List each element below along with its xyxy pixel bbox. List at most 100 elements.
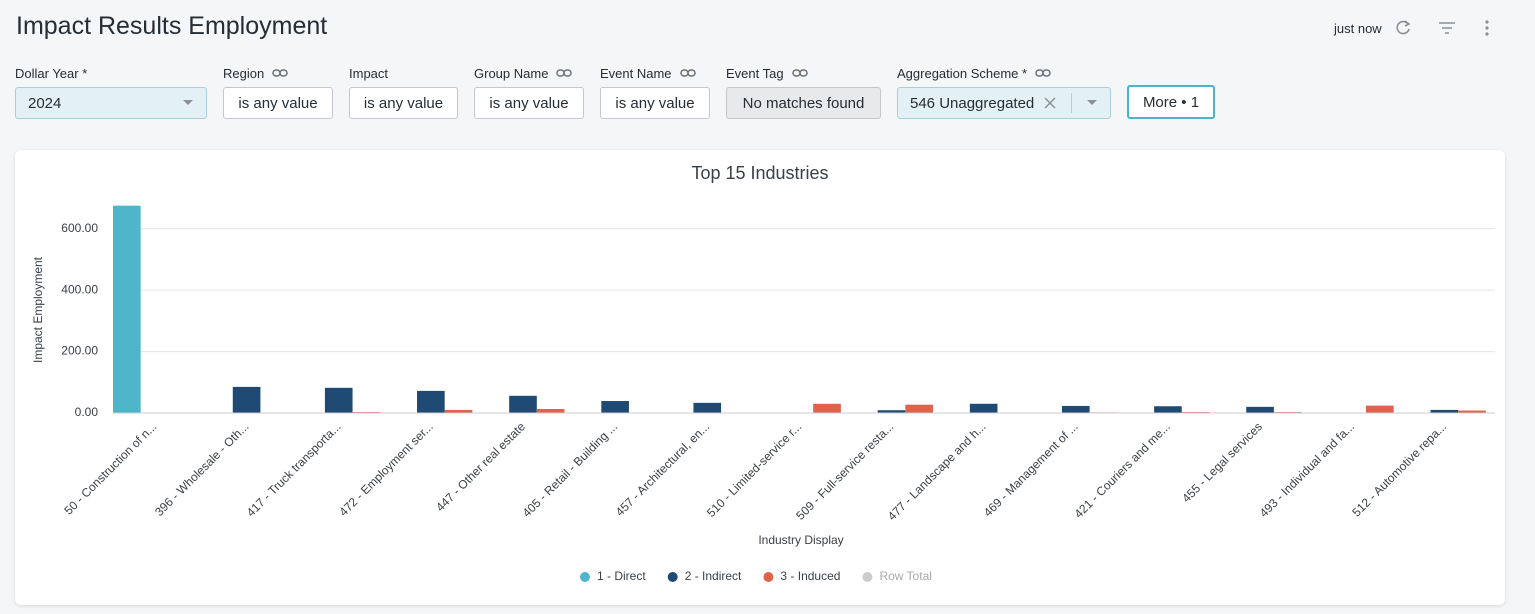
x-tick-label: 509 - Full-service resta... bbox=[793, 419, 896, 522]
filter-value: 2024 bbox=[28, 94, 62, 112]
link-icon bbox=[1035, 69, 1051, 77]
filter-input[interactable]: No matches found bbox=[726, 87, 881, 119]
filter-value: is any value bbox=[489, 94, 569, 112]
filter-label: Group Name bbox=[474, 64, 584, 82]
filter-label: Event Name bbox=[600, 64, 710, 82]
separator bbox=[1071, 93, 1072, 113]
filter-label: Aggregation Scheme * bbox=[897, 64, 1111, 82]
legend-label: 3 - Induced bbox=[780, 569, 840, 583]
legend-label: Row Total bbox=[879, 569, 931, 583]
filter: Region is any value bbox=[223, 64, 333, 119]
bar bbox=[905, 404, 933, 413]
bar bbox=[1430, 409, 1459, 413]
clear-icon[interactable] bbox=[1043, 96, 1057, 110]
bar bbox=[1366, 405, 1394, 413]
bar bbox=[877, 410, 906, 413]
filter-input[interactable]: 546 Unaggregated bbox=[897, 87, 1111, 119]
filter-input[interactable]: is any value bbox=[600, 87, 710, 119]
filter-value: 546 Unaggregated bbox=[910, 94, 1035, 112]
chart-title: Top 15 Industries bbox=[691, 163, 828, 183]
x-tick-label: 510 - Limited-service r... bbox=[704, 419, 804, 519]
filter-input[interactable]: is any value bbox=[474, 87, 584, 119]
x-tick-label: 396 - Wholesale - Oth... bbox=[152, 419, 252, 519]
bar bbox=[1061, 405, 1090, 413]
bar bbox=[1458, 410, 1486, 413]
more-button[interactable]: More • 1 bbox=[1127, 85, 1215, 119]
menu-icon[interactable] bbox=[1482, 18, 1492, 38]
y-axis-title: Impact Employment bbox=[31, 256, 45, 363]
filter-label-text: Event Tag bbox=[726, 65, 784, 81]
bar bbox=[444, 409, 473, 413]
filter-label: Event Tag bbox=[726, 64, 881, 82]
filter-label-text: Impact bbox=[349, 65, 389, 81]
legend-label: 2 - Indirect bbox=[685, 569, 742, 583]
chart: Top 15 Industries Impact Employment Indu… bbox=[31, 163, 1495, 583]
bar bbox=[113, 205, 141, 413]
x-axis-title: Industry Display bbox=[758, 533, 843, 547]
filter: Impact is any value bbox=[349, 64, 458, 119]
filter-label: Dollar Year * bbox=[15, 64, 207, 82]
bar bbox=[813, 403, 841, 413]
bar bbox=[601, 401, 629, 413]
page-title: Impact Results Employment bbox=[16, 12, 328, 40]
filter-value: is any value bbox=[615, 94, 695, 112]
filter-label-text: Dollar Year * bbox=[15, 65, 88, 81]
x-tick-label: 50 - Construction of n... bbox=[61, 419, 159, 517]
filter: Dollar Year * 2024 bbox=[15, 64, 207, 119]
x-tick-label: 405 - Retail - Building ... bbox=[520, 419, 620, 519]
x-tick-label: 457 - Architectural, en... bbox=[613, 419, 713, 519]
bar bbox=[1154, 406, 1182, 413]
dropdown-caret[interactable] bbox=[1086, 99, 1098, 107]
chart-card: Top 15 Industries Impact Employment Indu… bbox=[15, 150, 1505, 605]
updated-time: just now bbox=[1334, 21, 1382, 36]
legend-marker bbox=[667, 572, 678, 582]
filter-label-text: Aggregation Scheme * bbox=[897, 65, 1028, 81]
bar bbox=[969, 403, 998, 413]
x-tick-label: 477 - Landscape and h... bbox=[885, 419, 989, 523]
bar bbox=[417, 390, 445, 413]
legend-label: 1 - Direct bbox=[597, 569, 646, 583]
legend-marker bbox=[862, 572, 873, 582]
x-tick-label: 447 - Other real estate bbox=[433, 419, 528, 514]
filter-input[interactable]: is any value bbox=[223, 87, 333, 119]
filter-icon[interactable] bbox=[1438, 18, 1456, 38]
x-tick-label: 493 - Individual and fa... bbox=[1257, 419, 1357, 519]
filter: Aggregation Scheme * 546 Unaggregated bbox=[897, 64, 1111, 119]
filter-value: is any value bbox=[238, 94, 318, 112]
x-tick-label: 469 - Management of ... bbox=[981, 419, 1081, 519]
link-icon bbox=[791, 69, 808, 77]
x-tick-label: 472 - Employment ser... bbox=[336, 419, 436, 519]
legend-marker bbox=[763, 572, 774, 582]
filter-input[interactable]: 2024 bbox=[15, 87, 207, 119]
filter: Event Tag No matches found bbox=[726, 64, 881, 119]
filter-input[interactable]: is any value bbox=[349, 87, 458, 119]
link-icon bbox=[272, 69, 288, 77]
filter-label-text: Event Name bbox=[600, 65, 672, 81]
bar bbox=[536, 409, 565, 413]
filter: Group Name is any value bbox=[474, 64, 584, 119]
y-tick-label: 600.00 bbox=[61, 221, 98, 235]
link-icon bbox=[679, 69, 696, 77]
filter: Event Name is any value bbox=[600, 64, 710, 119]
filter-label: Region bbox=[223, 64, 333, 82]
x-tick-label: 417 - Truck transporta... bbox=[244, 419, 344, 519]
filter-label-text: Group Name bbox=[474, 65, 549, 81]
bar bbox=[1246, 406, 1274, 413]
filter-label-text: Region bbox=[223, 65, 265, 81]
y-tick-label: 200.00 bbox=[61, 344, 98, 358]
filter-value: No matches found bbox=[742, 94, 865, 112]
bar bbox=[232, 386, 261, 413]
x-tick-label: 512 - Automotive repa... bbox=[1349, 419, 1449, 519]
filter-label: Impact bbox=[349, 64, 458, 82]
filter-value: is any value bbox=[363, 94, 444, 112]
y-tick-label: 0.00 bbox=[75, 405, 99, 419]
bar bbox=[509, 395, 537, 413]
x-tick-label: 455 - Legal services bbox=[1179, 419, 1265, 505]
filter-bar: Dollar Year * 2024 Region is any value Impac… bbox=[15, 64, 1215, 119]
refresh-icon[interactable] bbox=[1394, 18, 1412, 38]
link-icon bbox=[556, 69, 573, 77]
dropdown-caret[interactable] bbox=[182, 99, 194, 107]
bar bbox=[693, 402, 722, 413]
legend-marker bbox=[580, 572, 590, 582]
